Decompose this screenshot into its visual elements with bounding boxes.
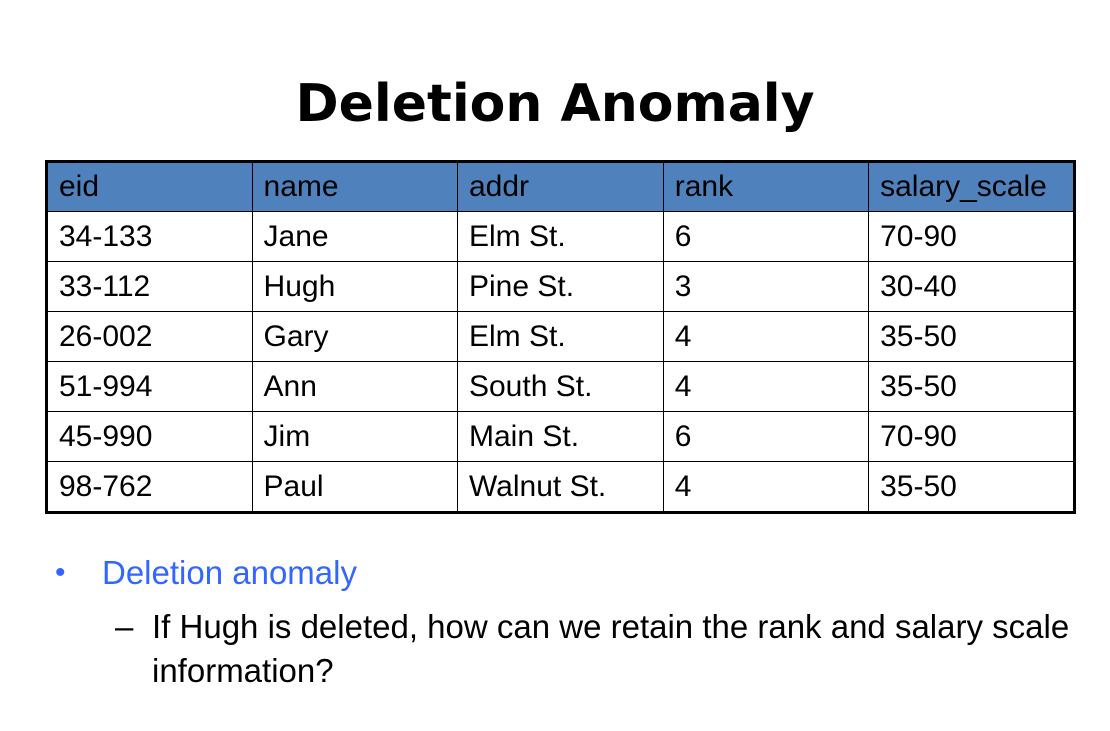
bullet-item: • Deletion anomaly — [55, 549, 1075, 597]
cell-salary-scale: 35-50 — [868, 361, 1075, 412]
bullet-dot-icon: • — [55, 556, 66, 589]
table-header-row: eid name addr rank salary_scale — [46, 161, 1075, 212]
cell-eid: 26-002 — [46, 311, 253, 362]
table-row: 33-112 Hugh Pine St. 3 30-40 — [46, 261, 1075, 312]
cell-salary-scale: 30-40 — [868, 261, 1075, 312]
cell-name: Ann — [251, 361, 458, 412]
cell-eid: 45-990 — [46, 411, 253, 462]
cell-addr: Walnut St. — [456, 461, 664, 513]
bullet-list: • Deletion anomaly – If Hugh is deleted,… — [55, 549, 1075, 701]
cell-eid: 98-762 — [46, 461, 253, 513]
cell-eid: 51-994 — [46, 361, 253, 412]
cell-name: Jane — [251, 211, 458, 262]
cell-salary-scale: 35-50 — [868, 461, 1075, 513]
cell-addr: Main St. — [456, 411, 664, 462]
header-rank: rank — [662, 161, 870, 212]
cell-salary-scale: 70-90 — [868, 211, 1075, 262]
header-addr: addr — [456, 161, 664, 212]
cell-name: Jim — [251, 411, 458, 462]
cell-rank: 6 — [662, 411, 870, 462]
cell-addr: Elm St. — [456, 211, 664, 262]
bullet-text: Deletion anomaly — [102, 554, 357, 591]
employee-table: eid name addr rank salary_scale 34-133 J… — [45, 160, 1076, 514]
sub-bullet-item: – If Hugh is deleted, how can we retain … — [55, 605, 1075, 701]
header-name: name — [251, 161, 458, 212]
cell-eid: 34-133 — [46, 211, 253, 262]
table-row: 45-990 Jim Main St. 6 70-90 — [46, 411, 1075, 462]
cell-addr: Pine St. — [456, 261, 664, 312]
table-row: 26-002 Gary Elm St. 4 35-50 — [46, 311, 1075, 362]
cell-name: Paul — [251, 461, 458, 513]
table-row: 51-994 Ann South St. 4 35-50 — [46, 361, 1075, 412]
cell-rank: 6 — [662, 211, 870, 262]
table-row: 98-762 Paul Walnut St. 4 35-50 — [46, 461, 1075, 513]
cell-addr: Elm St. — [456, 311, 664, 362]
cell-rank: 4 — [662, 311, 870, 362]
header-salary-scale: salary_scale — [868, 161, 1075, 212]
header-eid: eid — [46, 161, 253, 212]
sub-bullet-text: If Hugh is deleted, how can we retain th… — [152, 608, 1070, 689]
table-row: 34-133 Jane Elm St. 6 70-90 — [46, 211, 1075, 262]
cell-name: Gary — [251, 311, 458, 362]
cell-salary-scale: 35-50 — [868, 311, 1075, 362]
cell-rank: 3 — [662, 261, 870, 312]
cell-salary-scale: 70-90 — [868, 411, 1075, 462]
cell-rank: 4 — [662, 461, 870, 513]
cell-eid: 33-112 — [46, 261, 253, 312]
dash-icon: – — [115, 608, 134, 645]
slide-title: Deletion Anomaly — [295, 73, 815, 134]
cell-addr: South St. — [456, 361, 664, 412]
cell-rank: 4 — [662, 361, 870, 412]
cell-name: Hugh — [251, 261, 458, 312]
